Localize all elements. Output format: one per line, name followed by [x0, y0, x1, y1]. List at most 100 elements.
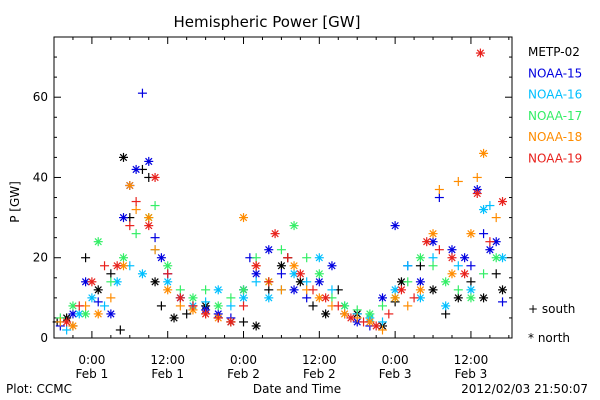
- point-metp-02: [308, 301, 318, 311]
- marker-stroke: [448, 254, 456, 262]
- point-noaa-16: [403, 261, 413, 271]
- legend-marker-south: + south: [528, 302, 575, 316]
- marker-stroke: [113, 262, 121, 270]
- marker-stroke: [81, 310, 90, 318]
- point-noaa-19: [100, 261, 110, 271]
- point-noaa-17: [466, 293, 476, 303]
- point-noaa-16: [479, 205, 489, 215]
- marker-stroke: [119, 213, 128, 222]
- marker-stroke: [467, 229, 475, 238]
- point-noaa-18: [125, 180, 135, 190]
- point-noaa-16: [201, 297, 211, 307]
- marker-stroke: [372, 322, 380, 330]
- marker-stroke: [239, 286, 248, 294]
- point-noaa-19: [163, 269, 173, 279]
- point-noaa-16: [112, 277, 122, 287]
- marker-stroke: [252, 262, 260, 270]
- point-noaa-19: [213, 313, 223, 323]
- marker-stroke: [75, 310, 83, 318]
- point-noaa-15: [327, 261, 337, 271]
- point-noaa-17: [81, 309, 91, 319]
- point-noaa-15: [302, 293, 312, 303]
- point-noaa-15: [466, 261, 476, 271]
- marker-stroke: [479, 294, 488, 302]
- marker-stroke: [290, 262, 298, 270]
- point-noaa-16: [226, 301, 236, 311]
- x-tick-date: Feb 2: [227, 367, 260, 381]
- marker-stroke: [498, 286, 507, 294]
- point-noaa-16: [239, 293, 249, 303]
- point-noaa-17: [93, 237, 103, 247]
- marker-stroke: [416, 278, 425, 286]
- marker-stroke: [69, 302, 77, 310]
- marker-stroke: [460, 254, 469, 262]
- point-noaa-19: [175, 293, 185, 303]
- marker-stroke: [378, 294, 387, 302]
- point-noaa-18: [150, 245, 160, 255]
- marker-stroke: [340, 310, 349, 318]
- point-noaa-19: [144, 221, 154, 231]
- point-noaa-19: [62, 317, 72, 327]
- marker-stroke: [290, 270, 298, 278]
- point-noaa-18: [131, 205, 141, 215]
- point-noaa-18: [466, 229, 476, 239]
- marker-stroke: [145, 213, 153, 222]
- x-tick-time: 0:00: [78, 353, 105, 367]
- point-noaa-17: [226, 293, 236, 303]
- point-noaa-17: [118, 253, 128, 263]
- point-noaa-16: [137, 269, 147, 279]
- point-noaa-16: [62, 325, 72, 335]
- point-noaa-18: [447, 269, 457, 279]
- point-noaa-15: [144, 156, 154, 166]
- point-noaa-18: [276, 285, 286, 295]
- marker-stroke: [164, 262, 172, 270]
- point-noaa-18: [377, 325, 387, 335]
- point-noaa-19: [460, 269, 470, 279]
- point-noaa-16: [428, 253, 438, 263]
- x-tick-time: 12:00: [302, 353, 337, 367]
- y-tick-label: 60: [33, 90, 48, 104]
- legend-entry: NOAA-19: [528, 152, 582, 166]
- point-noaa-16: [251, 277, 261, 287]
- point-noaa-19: [226, 317, 236, 327]
- point-noaa-18: [428, 229, 438, 239]
- point-metp-02: [118, 152, 128, 162]
- point-noaa-17: [289, 221, 299, 231]
- marker-stroke: [94, 286, 102, 294]
- point-noaa-16: [377, 317, 387, 327]
- marker-stroke: [290, 221, 298, 230]
- point-noaa-19: [346, 313, 356, 323]
- marker-stroke: [296, 278, 305, 286]
- point-noaa-17: [352, 305, 362, 315]
- point-noaa-19: [131, 197, 141, 207]
- point-noaa-19: [498, 197, 508, 207]
- marker-stroke: [69, 310, 77, 318]
- marker-stroke: [315, 270, 323, 278]
- point-noaa-18: [68, 321, 78, 331]
- point-noaa-15: [415, 277, 425, 287]
- marker-stroke: [189, 294, 197, 302]
- y-axis-label: P [GW]: [8, 181, 22, 223]
- x-axis-label: Date and Time: [253, 382, 341, 396]
- x-tick-time: 12:00: [454, 353, 489, 367]
- point-metp-02: [276, 261, 286, 271]
- point-noaa-15: [498, 297, 508, 307]
- point-noaa-17: [163, 261, 173, 271]
- point-noaa-17: [276, 245, 286, 255]
- point-metp-02: [453, 293, 463, 303]
- marker-stroke: [214, 286, 222, 294]
- marker-stroke: [429, 286, 437, 294]
- marker-stroke: [94, 238, 102, 246]
- marker-stroke: [265, 294, 273, 302]
- marker-stroke: [176, 294, 185, 302]
- marker-stroke: [366, 310, 374, 318]
- data-points: [52, 48, 508, 335]
- point-noaa-16: [87, 293, 97, 303]
- point-metp-02: [106, 269, 116, 279]
- marker-stroke: [498, 254, 507, 262]
- marker-stroke: [113, 278, 121, 286]
- point-noaa-19: [150, 172, 160, 182]
- point-noaa-18: [340, 309, 350, 319]
- marker-stroke: [366, 318, 374, 326]
- marker-stroke: [442, 302, 450, 310]
